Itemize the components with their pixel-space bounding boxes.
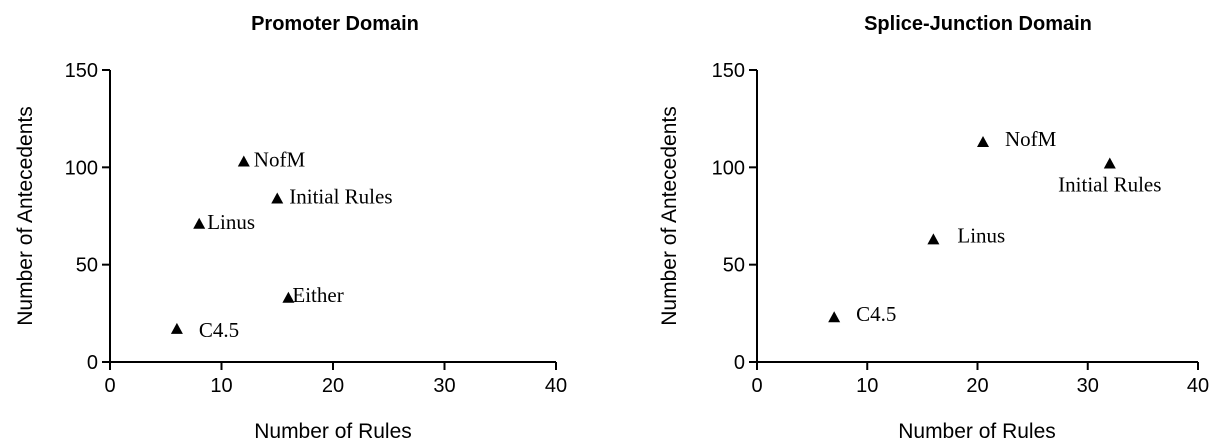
splice-x-tick-label: 40: [1187, 375, 1209, 397]
promoter-y-tick-label: 150: [65, 60, 98, 82]
splice-y-tick-label: 0: [734, 352, 745, 374]
splice-point-marker: [1103, 157, 1116, 169]
promoter-point-marker: [282, 291, 295, 303]
promoter-chart-title: Promoter Domain: [251, 13, 419, 35]
splice-point-label: Linus: [957, 223, 1005, 247]
splice-xlabel: Number of Rules: [898, 420, 1056, 443]
promoter-point-marker: [170, 322, 183, 334]
promoter-x-tick-label: 0: [104, 375, 115, 397]
splice-x-tick-label: 20: [966, 375, 988, 397]
splice-point-marker: [828, 311, 841, 323]
splice-y-tick-label: 100: [712, 157, 745, 179]
splice-chart-title: Splice-Junction Domain: [864, 13, 1092, 35]
promoter-point-label: Linus: [207, 210, 255, 234]
promoter-ylabel: Number of Antecedents: [14, 106, 37, 325]
splice-point-marker: [977, 136, 990, 148]
promoter-x-tick-label: 10: [210, 375, 232, 397]
splice-point-label: NofM: [1005, 127, 1057, 151]
promoter-x-ticks: 0 10 20 30 40: [104, 362, 567, 397]
splice-y-tick-label: 50: [723, 255, 745, 277]
promoter-chart: Promoter Domain 0 50 100 150 0 10 20 30 40 Numb…: [14, 13, 567, 443]
splice-chart: Splice-Junction Domain 0 50 100 150 0 10 20 30…: [658, 13, 1209, 443]
promoter-y-tick-label: 50: [76, 255, 98, 277]
promoter-axes: [109, 70, 556, 363]
splice-point-label: Initial Rules: [1058, 172, 1161, 196]
promoter-y-ticks: 0 50 100 150: [65, 60, 110, 374]
promoter-xlabel: Number of Rules: [254, 420, 412, 443]
promoter-x-tick-label: 30: [433, 375, 455, 397]
splice-y-tick-label: 150: [712, 60, 745, 82]
splice-x-tick-label: 30: [1077, 375, 1099, 397]
promoter-points: NofM Initial Rules Linus Either C4.5: [170, 147, 393, 342]
promoter-x-tick-label: 20: [322, 375, 344, 397]
splice-point-label: C4.5: [856, 302, 896, 326]
splice-y-ticks: 0 50 100 150: [712, 60, 757, 374]
promoter-point-label: NofM: [254, 147, 306, 171]
promoter-point-marker: [193, 217, 206, 229]
splice-x-tick-label: 10: [856, 375, 878, 397]
promoter-y-tick-label: 100: [65, 157, 98, 179]
splice-x-tick-label: 0: [751, 375, 762, 397]
promoter-point-label: Initial Rules: [289, 184, 392, 208]
promoter-y-tick-label: 0: [87, 352, 98, 374]
promoter-point-marker: [237, 155, 250, 167]
promoter-x-tick-label: 40: [545, 375, 567, 397]
splice-x-ticks: 0 10 20 30 40: [751, 362, 1209, 397]
splice-axes: [756, 70, 1198, 363]
splice-ylabel: Number of Antecedents: [658, 106, 681, 325]
promoter-point-marker: [271, 192, 284, 204]
splice-point-marker: [927, 233, 940, 245]
promoter-point-label: Either: [292, 283, 343, 307]
promoter-point-label: C4.5: [199, 318, 239, 342]
